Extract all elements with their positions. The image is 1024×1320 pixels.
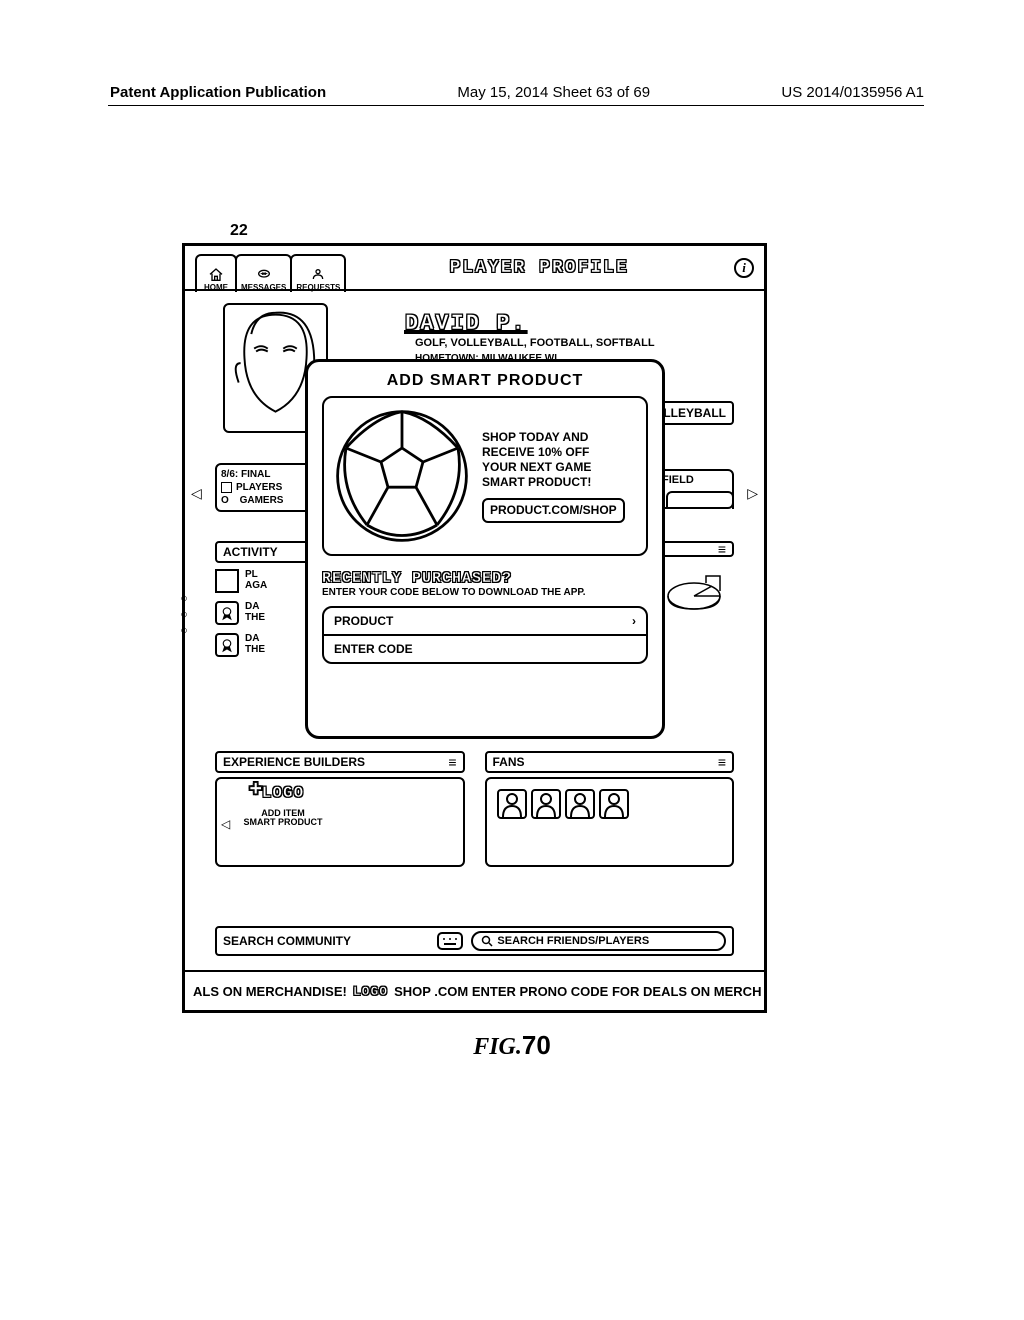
experience-builders-header: EXPERIENCE BUILDERS ≡ — [215, 751, 465, 773]
search-label: SEARCH COMMUNITY — [223, 934, 351, 948]
fans-header-label: FANS — [493, 755, 525, 769]
chevron-right-icon: › — [632, 614, 636, 628]
plus-icon: ✚ — [249, 781, 262, 799]
page-title: PLAYER PROFILE — [344, 258, 734, 278]
nav-left-icon[interactable]: ◁ — [191, 485, 202, 502]
menu-icon[interactable]: ≡ — [718, 545, 726, 553]
header-right: US 2014/0135956 A1 — [781, 84, 924, 101]
header-center: May 15, 2014 Sheet 63 of 69 — [457, 84, 650, 101]
activity-header-label: ACTIVITY — [223, 545, 278, 559]
fan-avatar[interactable] — [497, 789, 527, 819]
football-icon — [255, 267, 273, 283]
header-left: Patent Application Publication — [110, 84, 326, 101]
fan-avatar[interactable] — [531, 789, 561, 819]
enter-code-input[interactable]: ENTER CODE — [324, 636, 646, 662]
reference-number: 22 — [230, 222, 248, 240]
figure-caption: FIG.70 — [0, 1030, 1024, 1061]
fans-panel: FANS ≡ — [485, 751, 735, 867]
lower-panels: EXPERIENCE BUILDERS ≡ ◁ ✚ LOGO ADD ITEM … — [215, 751, 734, 867]
builders-header-label: EXPERIENCE BUILDERS — [223, 755, 365, 769]
add-product-modal: ADD SMART PRODUCT SHOP TODAY AND RECEIVE… — [305, 359, 665, 739]
info-icon[interactable]: i — [734, 258, 754, 278]
field-chip[interactable]: FIELD — [654, 469, 734, 509]
activity-thumb — [215, 633, 239, 657]
medal-icon — [218, 604, 236, 622]
add-item-button[interactable]: ✚ LOGO ADD ITEM SMART PRODUCT — [243, 785, 323, 828]
activity-thumb — [215, 601, 239, 625]
builders-body: ◁ ✚ LOGO ADD ITEM SMART PRODUCT — [215, 777, 465, 867]
promo-text: SHOP TODAY AND RECEIVE 10% OFF YOUR NEXT… — [472, 406, 638, 546]
player-sports: GOLF, VOLLEYBALL, FOOTBALL, SOFTBALL — [415, 337, 655, 349]
search-icon — [481, 935, 493, 947]
menu-icon[interactable]: ≡ — [718, 758, 726, 766]
medal-icon — [218, 636, 236, 654]
recently-purchased-heading: RECENTLY PURCHASED? — [322, 570, 648, 587]
keyboard-icon[interactable] — [437, 932, 463, 950]
top-bar: HOME MESSAGES REQUESTS PLAYER PROFILE i — [185, 246, 764, 291]
gamers-count: O — [221, 494, 229, 507]
promo-box: SHOP TODAY AND RECEIVE 10% OFF YOUR NEXT… — [322, 396, 648, 556]
fans-header: FANS ≡ — [485, 751, 735, 773]
activity-thumb — [215, 569, 239, 593]
ticker-logo: LOGO — [353, 984, 388, 999]
patent-header: Patent Application Publication May 15, 2… — [110, 84, 924, 101]
pie-chart-icon — [664, 571, 724, 621]
search-input[interactable]: SEARCH FRIENDS/PLAYERS — [471, 931, 726, 951]
product-select-label: PRODUCT — [334, 614, 393, 628]
field-chip-inner — [666, 491, 734, 509]
soccer-ball-icon — [332, 406, 472, 546]
ticker-bar: ALS ON MERCHANDISE! LOGO SHOP .COM ENTER… — [185, 970, 764, 1010]
field-chip-label: FIELD — [662, 474, 694, 486]
menu-icon[interactable]: ≡ — [448, 758, 456, 766]
experience-builders-panel: EXPERIENCE BUILDERS ≡ ◁ ✚ LOGO ADD ITEM … — [215, 751, 465, 867]
search-placeholder: SEARCH FRIENDS/PLAYERS — [497, 935, 649, 947]
search-row: SEARCH COMMUNITY SEARCH FRIENDS/PLAYERS — [215, 926, 734, 956]
square-icon — [221, 482, 232, 493]
tab-group: HOME MESSAGES REQUESTS — [195, 249, 344, 287]
fan-avatar[interactable] — [599, 789, 629, 819]
fan-avatar[interactable] — [565, 789, 595, 819]
ticker-text-pre: ALS ON MERCHANDISE! — [193, 984, 347, 999]
recently-purchased-sub: ENTER YOUR CODE BELOW TO DOWNLOAD THE AP… — [322, 587, 648, 598]
code-form: PRODUCT › ENTER CODE — [322, 606, 648, 664]
product-select[interactable]: PRODUCT › — [324, 608, 646, 636]
panel-nav-left-icon[interactable]: ◁ — [221, 817, 230, 831]
enter-code-label: ENTER CODE — [334, 642, 413, 656]
tab-messages[interactable]: MESSAGES — [235, 254, 292, 292]
player-name: DAVID P. — [405, 311, 527, 336]
home-icon — [207, 267, 225, 283]
device-frame: HOME MESSAGES REQUESTS PLAYER PROFILE i … — [182, 243, 767, 1013]
fans-body — [485, 777, 735, 867]
more-dots-icon[interactable]: ○○○ — [177, 591, 191, 639]
nav-right-icon[interactable]: ▷ — [747, 485, 758, 502]
content-area: ○○○ DAVID P. GOLF, VOLLEYBALL, FOOTBALL,… — [185, 291, 764, 970]
add-item-sublabel: SMART PRODUCT — [243, 818, 323, 828]
tab-home[interactable]: HOME — [195, 254, 237, 292]
ticker-text-mid: SHOP .COM ENTER PRONO CODE FOR DEALS ON … — [394, 984, 761, 999]
tab-requests[interactable]: REQUESTS — [290, 254, 346, 292]
promo-link[interactable]: PRODUCT.COM/SHOP — [482, 498, 625, 523]
fan-icons — [493, 785, 727, 823]
header-divider — [108, 105, 924, 106]
person-icon — [309, 267, 327, 283]
gamers-label: GAMERS — [240, 494, 284, 507]
players-label: PLAYERS — [236, 481, 282, 494]
modal-title: ADD SMART PRODUCT — [322, 372, 648, 390]
